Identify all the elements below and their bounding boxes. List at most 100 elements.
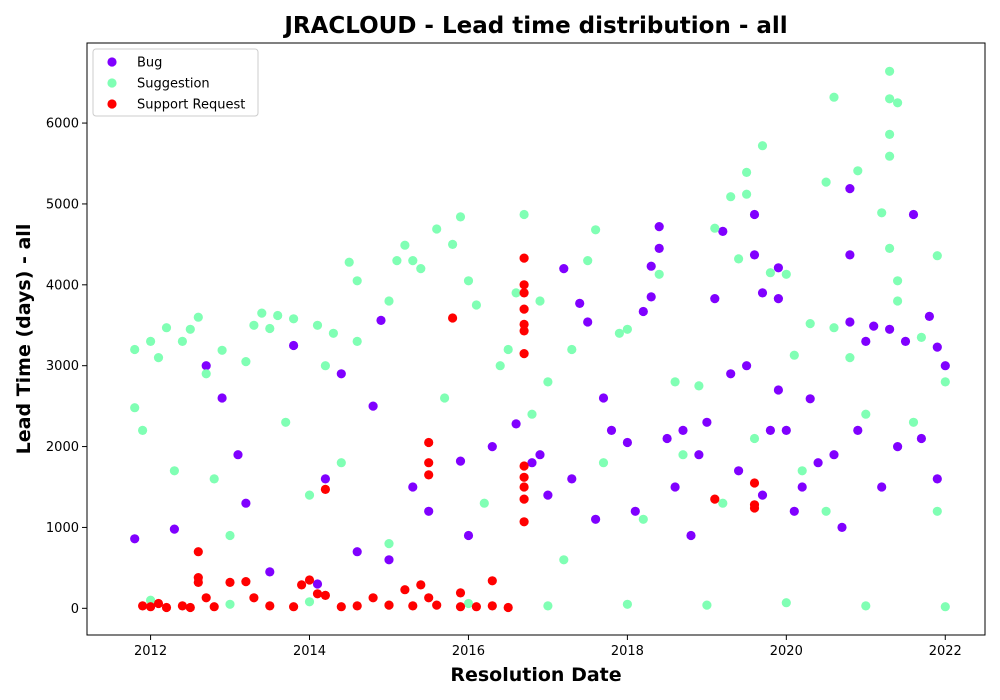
data-point [519, 280, 529, 290]
data-point [304, 597, 315, 607]
data-point [352, 336, 362, 346]
data-point [400, 585, 410, 595]
data-point [448, 239, 458, 249]
data-point [622, 324, 633, 334]
data-point [575, 298, 585, 308]
data-point [885, 243, 895, 253]
data-point [869, 321, 879, 331]
data-point [829, 450, 839, 460]
data-point [384, 296, 394, 306]
data-point [153, 598, 164, 609]
data-point [829, 323, 839, 333]
y-tick-label: 6000 [46, 117, 79, 132]
data-point [408, 482, 418, 492]
data-point [734, 466, 744, 476]
data-point [893, 296, 903, 306]
data-point [471, 300, 481, 310]
x-tick-label: 2012 [134, 644, 167, 659]
data-point [908, 209, 919, 220]
data-point [352, 601, 362, 611]
data-point [519, 482, 529, 492]
data-point [932, 251, 942, 261]
data-point [742, 167, 752, 177]
data-point [177, 601, 187, 611]
data-point [328, 328, 338, 338]
data-point [757, 490, 768, 500]
x-tick-label: 2014 [293, 644, 326, 659]
data-point [686, 530, 696, 541]
data-point [654, 222, 664, 232]
data-point [861, 336, 871, 346]
data-point [924, 311, 935, 321]
data-point [622, 599, 633, 609]
data-point [416, 264, 426, 274]
data-point [773, 263, 784, 273]
data-point [749, 433, 760, 444]
data-point [734, 254, 744, 264]
data-point [241, 577, 251, 587]
data-point [193, 573, 203, 583]
data-point [161, 602, 172, 613]
data-point [821, 177, 831, 187]
data-point [320, 484, 330, 494]
data-point [900, 336, 911, 346]
data-point [265, 601, 275, 611]
data-point [519, 209, 529, 220]
data-point [297, 580, 307, 590]
y-tick-label: 5000 [46, 197, 79, 212]
data-point [797, 466, 807, 476]
data-point [376, 315, 386, 325]
data-point [455, 588, 466, 598]
data-point [598, 458, 609, 468]
data-point [893, 442, 903, 452]
data-point [893, 98, 903, 108]
data-point [710, 494, 720, 504]
data-point [320, 361, 330, 371]
data-point [726, 192, 736, 202]
data-point [273, 310, 283, 321]
data-point [352, 276, 362, 286]
data-point [829, 92, 839, 102]
legend-items: Bug Suggestion Support Request [107, 56, 245, 113]
data-point [336, 369, 346, 379]
x-tick-label: 2016 [452, 644, 485, 659]
y-tick-label: 4000 [46, 278, 79, 293]
data-point [654, 269, 664, 279]
data-point [289, 602, 299, 612]
legend-label: Bug [137, 56, 162, 71]
data-point [765, 425, 776, 435]
data-point [241, 357, 251, 367]
data-point [710, 294, 720, 304]
data-point [424, 437, 434, 448]
x-tick-label: 2020 [770, 644, 803, 659]
data-point [130, 534, 140, 544]
data-point [424, 458, 434, 468]
data-point [519, 319, 529, 329]
data-point [805, 394, 815, 404]
data-point [678, 450, 688, 460]
data-point [932, 506, 942, 516]
data-point [678, 425, 688, 435]
data-point [726, 369, 736, 379]
data-point [885, 94, 895, 104]
data-point [225, 577, 235, 588]
data-point [487, 601, 497, 611]
data-point [320, 590, 330, 601]
data-point [630, 506, 640, 516]
data-point [448, 313, 458, 323]
data-point [908, 417, 919, 427]
data-point [479, 498, 489, 508]
data-point [201, 361, 211, 371]
data-point [471, 602, 481, 612]
data-point [797, 482, 807, 492]
data-point [861, 409, 871, 419]
data-point [519, 304, 529, 314]
data-point [662, 433, 672, 444]
ticks-layer: 2012 2014 2016 2018 2020 2022 0 1000 2000 3000 400… [46, 117, 962, 659]
data-point [940, 377, 950, 387]
data-point [567, 344, 577, 355]
data-point [893, 276, 903, 286]
data-point [265, 323, 275, 334]
data-point [408, 256, 418, 266]
